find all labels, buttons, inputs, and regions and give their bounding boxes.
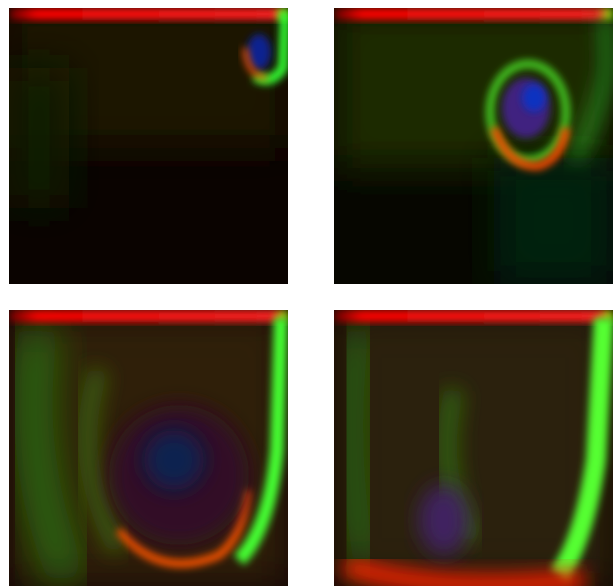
figure (0, 0, 613, 588)
page: {} html, body { margin: 0; padding: 0; b… (0, 0, 613, 588)
panel-3 (9, 310, 288, 586)
page-body: (() => { const data = JSON.parse(documen… (0, 0, 613, 588)
panel-1 (9, 8, 288, 284)
panel-4 (334, 310, 613, 586)
panel-2 (334, 8, 613, 284)
